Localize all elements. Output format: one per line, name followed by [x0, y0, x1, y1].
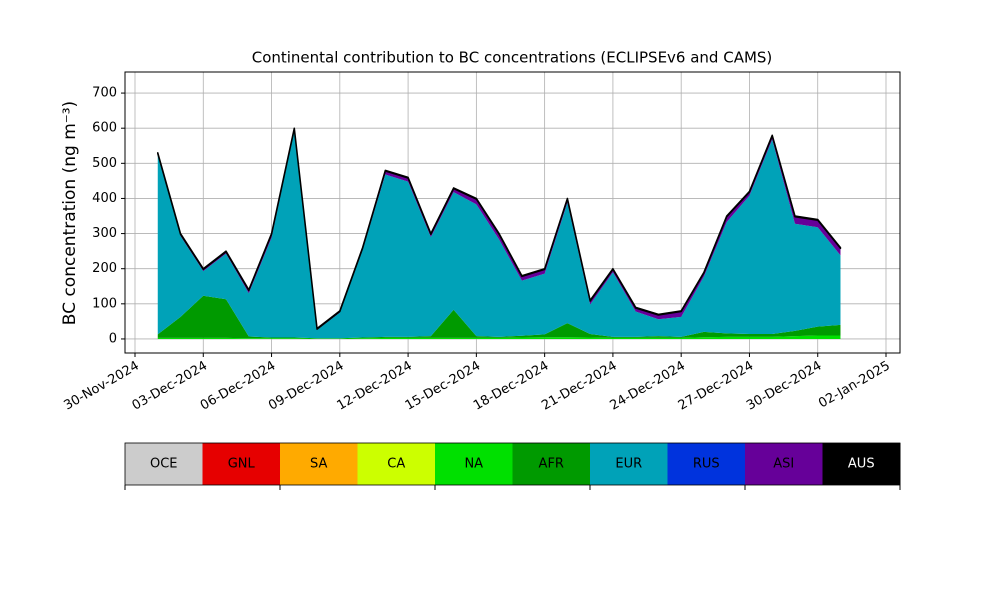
- x-tick-label: 12-Dec-2024: [334, 359, 414, 414]
- y-tick-label: 700: [92, 86, 117, 101]
- legend-swatch: [280, 443, 358, 485]
- legend-frame: [124, 442, 901, 486]
- legend-swatch: [202, 443, 281, 485]
- legend-swatch: [667, 443, 746, 485]
- legend-label: OCE: [150, 457, 178, 472]
- y-tick-label: 600: [92, 121, 117, 136]
- legend-swatch: [745, 443, 823, 485]
- y-tick-label: 500: [92, 156, 117, 171]
- area: [157, 127, 842, 330]
- legend-label: SA: [310, 457, 327, 472]
- plot-frame: [124, 71, 901, 354]
- y-tick-label: 400: [92, 191, 117, 206]
- x-tick-label: 27-Dec-2024: [676, 359, 756, 414]
- legend-label: RUS: [693, 457, 720, 472]
- legend-label: EUR: [615, 457, 642, 472]
- x-tick-label: 15-Dec-2024: [403, 359, 483, 414]
- y-tick-label: 300: [92, 226, 117, 241]
- legend-swatch: [125, 443, 203, 485]
- chart-title: Continental contribution to BC concentra…: [252, 49, 773, 67]
- legend-label: AFR: [539, 457, 564, 472]
- legend-swatch: [357, 443, 436, 485]
- legend-swatch: [435, 443, 513, 485]
- x-tick-label: 30-Dec-2024: [744, 359, 824, 414]
- x-tick-label: 02-Jan-2025: [816, 359, 893, 412]
- x-tick-label: 21-Dec-2024: [539, 359, 619, 414]
- y-axis-label: BC concentration (ng m⁻³): [60, 101, 80, 325]
- legend-label: GNL: [228, 457, 256, 472]
- area: [157, 295, 841, 339]
- area: [157, 335, 841, 339]
- x-tick-label: 18-Dec-2024: [471, 359, 551, 414]
- y-tick-label: 0: [109, 331, 117, 346]
- y-tick-label: 100: [92, 296, 117, 311]
- legend-swatch: [590, 443, 668, 485]
- legend-label: AUS: [848, 457, 875, 472]
- area: [157, 130, 841, 339]
- x-tick-label: 03-Dec-2024: [130, 359, 210, 414]
- legend-swatch: [822, 443, 901, 485]
- y-tick-label: 200: [92, 261, 117, 276]
- x-tick-label: 24-Dec-2024: [608, 359, 688, 414]
- x-tick-label: 30-Nov-2024: [61, 359, 141, 414]
- legend-swatch: [512, 443, 591, 485]
- legend-label: CA: [387, 457, 405, 472]
- legend-label: NA: [464, 457, 483, 472]
- legend-label: ASI: [773, 457, 794, 472]
- x-tick-label: 09-Dec-2024: [266, 359, 346, 414]
- x-tick-label: 06-Dec-2024: [198, 359, 278, 414]
